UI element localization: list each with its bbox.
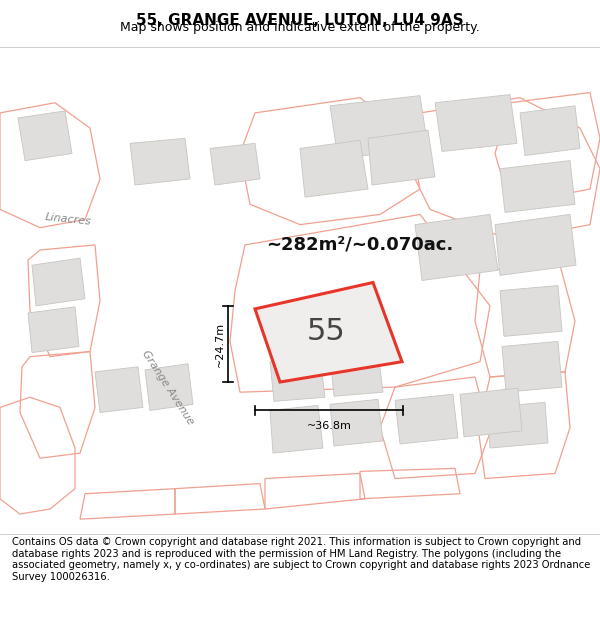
- Polygon shape: [145, 364, 193, 411]
- Polygon shape: [330, 399, 383, 446]
- Polygon shape: [330, 96, 428, 159]
- Polygon shape: [415, 214, 498, 281]
- Polygon shape: [500, 161, 575, 212]
- Polygon shape: [270, 357, 325, 401]
- Polygon shape: [520, 106, 580, 156]
- Polygon shape: [495, 214, 576, 276]
- Polygon shape: [368, 130, 435, 185]
- Polygon shape: [255, 282, 402, 382]
- Text: Grange Avenue: Grange Avenue: [140, 348, 196, 426]
- Polygon shape: [300, 140, 368, 198]
- Polygon shape: [270, 406, 323, 453]
- Text: Map shows position and indicative extent of the property.: Map shows position and indicative extent…: [120, 21, 480, 34]
- Polygon shape: [330, 351, 383, 396]
- Polygon shape: [28, 307, 79, 352]
- Text: ~24.7m: ~24.7m: [215, 321, 225, 366]
- Polygon shape: [395, 394, 458, 444]
- Polygon shape: [502, 341, 562, 392]
- Polygon shape: [130, 138, 190, 185]
- Text: ~282m²/~0.070ac.: ~282m²/~0.070ac.: [266, 236, 454, 254]
- Polygon shape: [210, 143, 260, 185]
- Text: 55: 55: [307, 317, 346, 346]
- Polygon shape: [500, 286, 562, 336]
- Polygon shape: [435, 94, 517, 151]
- Text: 55, GRANGE AVENUE, LUTON, LU4 9AS: 55, GRANGE AVENUE, LUTON, LU4 9AS: [136, 13, 464, 28]
- Polygon shape: [95, 367, 143, 413]
- Text: Linacres: Linacres: [44, 212, 92, 227]
- Text: Contains OS data © Crown copyright and database right 2021. This information is : Contains OS data © Crown copyright and d…: [12, 537, 590, 582]
- Polygon shape: [487, 402, 548, 448]
- Polygon shape: [32, 258, 85, 306]
- Polygon shape: [460, 388, 522, 437]
- Polygon shape: [18, 111, 72, 161]
- Text: ~36.8m: ~36.8m: [307, 421, 352, 431]
